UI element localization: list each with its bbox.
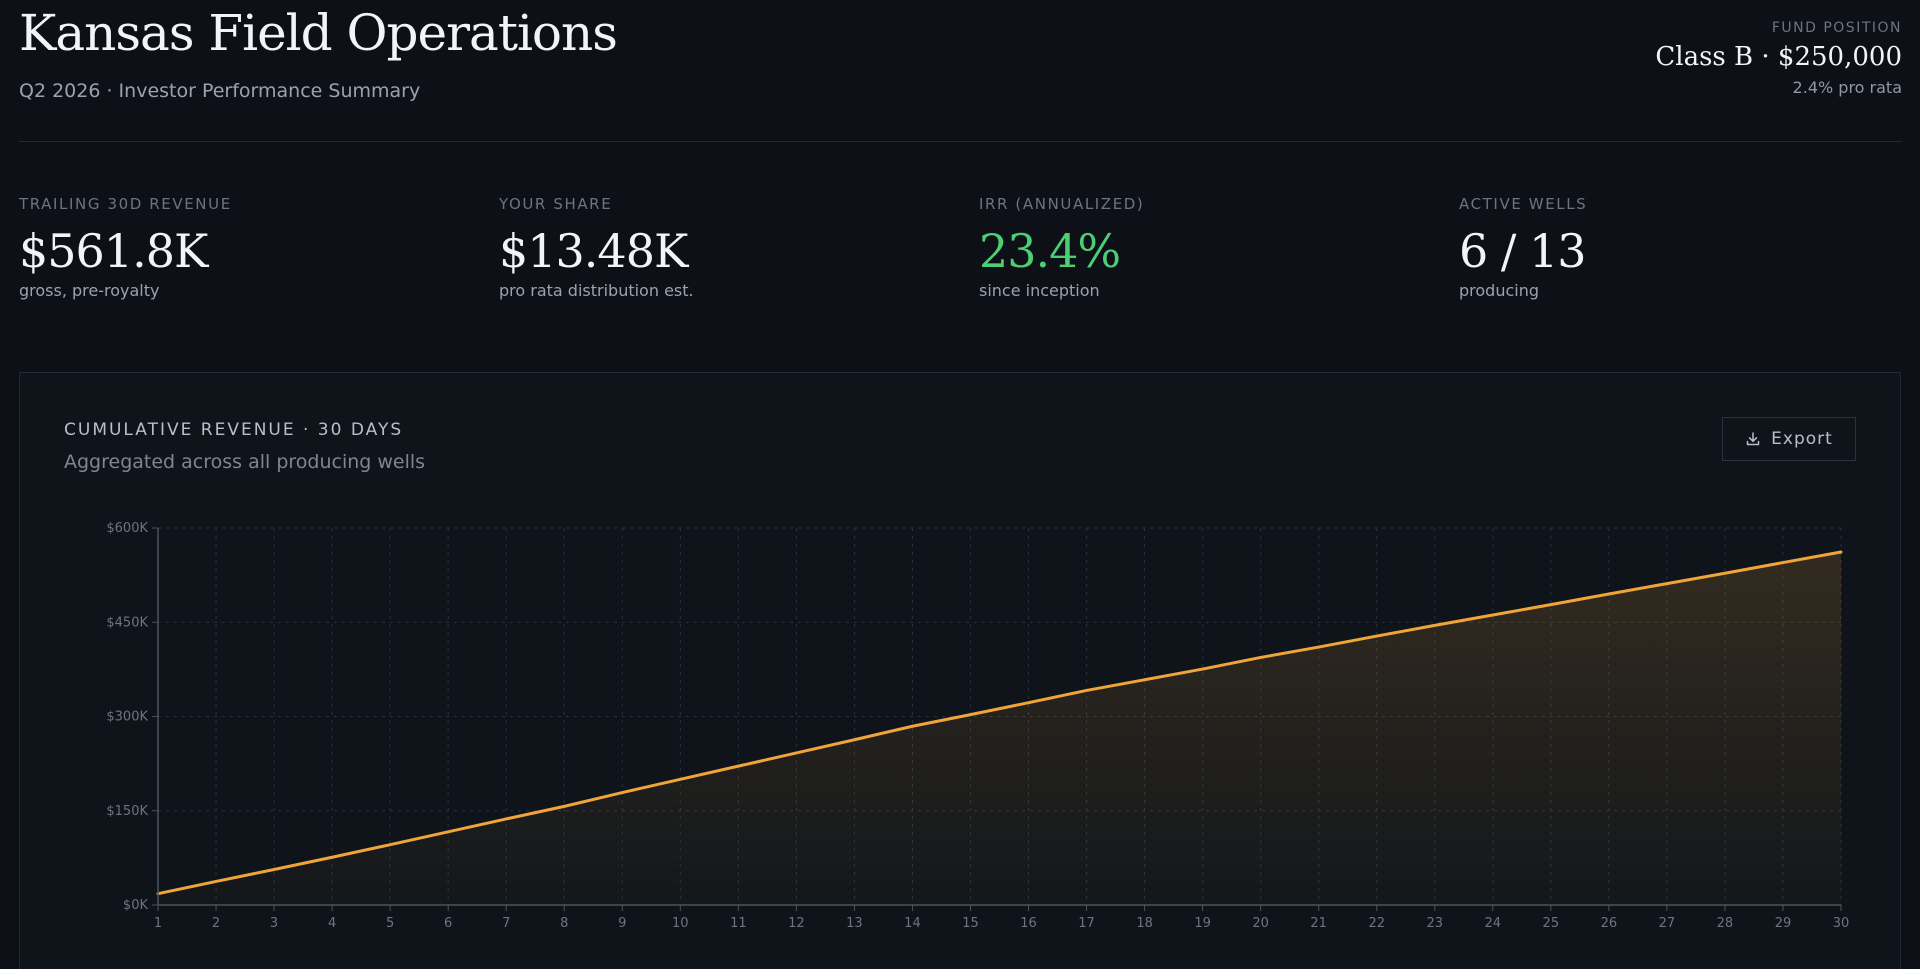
y-tick-label: $0K: [123, 898, 149, 913]
x-tick-label: 2: [212, 916, 220, 931]
y-tick-label: $450K: [106, 615, 148, 630]
metric-trailing-revenue: TRAILING 30D REVENUE $561.8K gross, pre-…: [19, 195, 479, 300]
x-tick-label: 1: [154, 916, 162, 931]
metric-active-wells: ACTIVE WELLS 6 / 13 producing: [1459, 195, 1919, 300]
revenue-line: [156, 550, 1843, 896]
revenue-area: [158, 552, 1841, 905]
x-tick-label: 5: [386, 916, 394, 931]
x-tick-label: 3: [270, 916, 278, 931]
fund-position-label: FUND POSITION: [1771, 20, 1902, 36]
metric-your-share: YOUR SHARE $13.48K pro rata distribution…: [499, 195, 959, 300]
page-title: Kansas Field Operations: [19, 4, 618, 62]
x-tick-label: 11: [730, 916, 747, 931]
x-tick-label: 30: [1833, 916, 1850, 931]
metric-value: $561.8K: [19, 224, 208, 278]
x-tick-label: 28: [1717, 916, 1734, 931]
x-tick-label: 13: [846, 916, 863, 931]
chart-subtitle: Aggregated across all producing wells: [64, 451, 426, 473]
x-tick-label: 4: [328, 916, 336, 931]
x-tick-label: 27: [1659, 916, 1676, 931]
x-tick-label: 29: [1775, 916, 1792, 931]
metric-label: IRR (ANNUALIZED): [979, 195, 1145, 213]
metrics-row: TRAILING 30D REVENUE $561.8K gross, pre-…: [19, 195, 1920, 315]
x-tick-label: 21: [1310, 916, 1327, 931]
cumulative-revenue-card: CUMULATIVE REVENUE · 30 DAYS Aggregated …: [19, 372, 1901, 969]
chart-title: CUMULATIVE REVENUE · 30 DAYS: [64, 420, 404, 440]
metric-label: ACTIVE WELLS: [1459, 195, 1588, 213]
fund-position-value: Class B · $250,000: [1655, 42, 1902, 72]
metric-note: pro rata distribution est.: [499, 281, 694, 301]
fund-position-pro-rata: 2.4% pro rata: [1792, 78, 1902, 97]
x-tick-label: 19: [1194, 916, 1211, 931]
y-tick-label: $300K: [106, 710, 148, 725]
metric-value: 23.4%: [979, 224, 1121, 278]
x-tick-label: 17: [1078, 916, 1095, 931]
metric-irr: IRR (ANNUALIZED) 23.4% since inception: [979, 195, 1439, 300]
download-icon: [1746, 432, 1760, 446]
x-tick-label: 10: [672, 916, 689, 931]
export-button[interactable]: Export: [1722, 417, 1856, 461]
metric-note: since inception: [979, 281, 1100, 301]
metric-value: $13.48K: [499, 224, 688, 278]
x-tick-label: 15: [962, 916, 979, 931]
x-tick-label: 26: [1601, 916, 1618, 931]
y-tick-label: $600K: [106, 521, 148, 536]
page-subtitle: Q2 2026 · Investor Performance Summary: [19, 80, 421, 102]
x-tick-label: 9: [618, 916, 626, 931]
page-header: Kansas Field Operations Q2 2026 · Invest…: [19, 0, 1902, 142]
y-tick-label: $150K: [106, 804, 148, 819]
metric-label: YOUR SHARE: [499, 195, 613, 213]
x-tick-label: 22: [1368, 916, 1385, 931]
x-tick-label: 20: [1252, 916, 1269, 931]
x-tick-label: 8: [560, 916, 568, 931]
export-label: Export: [1771, 429, 1833, 449]
x-tick-label: 24: [1485, 916, 1502, 931]
x-tick-label: 16: [1020, 916, 1037, 931]
x-tick-label: 7: [502, 916, 510, 931]
metric-value: 6 / 13: [1459, 224, 1587, 278]
x-tick-label: 14: [904, 916, 921, 931]
x-tick-label: 12: [788, 916, 805, 931]
x-tick-label: 6: [444, 916, 452, 931]
metric-label: TRAILING 30D REVENUE: [19, 195, 232, 213]
metric-note: producing: [1459, 281, 1540, 301]
x-tick-label: 18: [1136, 916, 1153, 931]
metric-note: gross, pre-royalty: [19, 281, 160, 301]
x-tick-label: 25: [1543, 916, 1560, 931]
x-tick-label: 23: [1426, 916, 1443, 931]
fund-position: FUND POSITION Class B · $250,000 2.4% pr…: [1655, 20, 1902, 97]
